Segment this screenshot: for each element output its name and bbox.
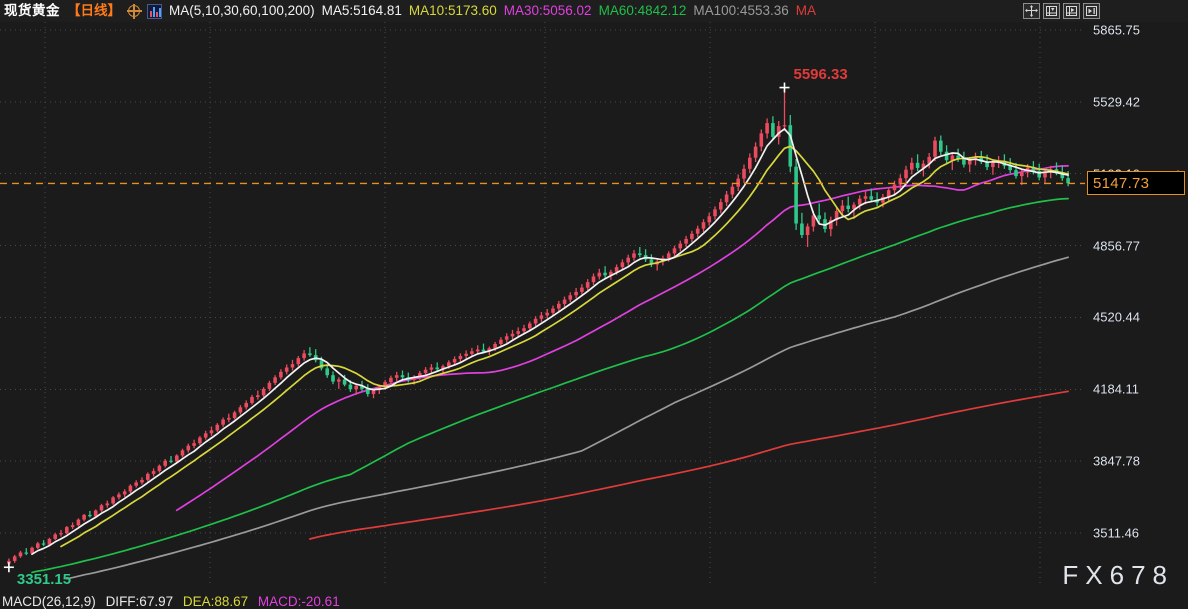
macd-name-label: MACD(26,12,9)	[2, 594, 96, 609]
price-axis-tick: 3847.78	[1093, 453, 1140, 469]
macd-indicator-strip[interactable]: MACD(26,12,9) DIFF:67.97 DEA:88.67 MACD:…	[0, 587, 1188, 609]
ma5-value: MA5:5164.81	[321, 3, 402, 18]
current-price-tag: 5147.73	[1087, 171, 1185, 196]
price-axis-tick: 5865.75	[1093, 22, 1140, 38]
period-label: 【日线】	[67, 3, 121, 19]
candles	[7, 87, 1070, 568]
price-axis-tick: 3511.46	[1093, 525, 1140, 541]
symbol-label: 现货黄金	[4, 3, 60, 19]
scale-right-button[interactable]	[1063, 3, 1080, 19]
ma10-value: MA10:5173.60	[408, 3, 497, 18]
chart-header-bar: 现货黄金 【日线】 MA(5,10,30,60,100,200) MA5:516…	[0, 0, 1188, 22]
chart-toolbar	[1023, 3, 1100, 19]
macd-diff-label: DIFF:67.97	[105, 594, 174, 609]
scale-left-button[interactable]	[1043, 3, 1060, 19]
shift-right-button[interactable]	[1083, 3, 1100, 19]
macd-legend: MACD(26,12,9) DIFF:67.97 DEA:88.67 MACD:…	[2, 594, 346, 609]
price-axis[interactable]: 5865.755529.425193.104856.774520.444184.…	[1085, 22, 1188, 587]
price-axis-tick: 4184.11	[1093, 381, 1140, 397]
fx678-watermark: FX678	[1062, 560, 1174, 590]
macd-dea-label: DEA:88.67	[182, 594, 249, 609]
price-axis-tick: 4520.44	[1093, 309, 1140, 325]
ma200-value: MA	[795, 3, 816, 18]
low-annotation: 3351.15	[16, 571, 72, 587]
high-annotation: 5596.33	[793, 65, 848, 83]
ma-config-label: MA(5,10,30,60,100,200)	[169, 3, 315, 18]
move-crosshair-button[interactable]	[1023, 3, 1040, 19]
candlestick-canvas	[0, 22, 1085, 587]
chart-plot-area[interactable]: 5596.33 3351.15	[0, 22, 1085, 587]
price-axis-tick: 5529.42	[1093, 94, 1140, 110]
price-axis-tick: 4856.77	[1093, 238, 1140, 254]
crosshair-circle-icon[interactable]	[126, 3, 142, 19]
ma60-value: MA60:4842.12	[598, 3, 687, 18]
ma100-value: MA100:4553.36	[693, 3, 789, 18]
mini-chart-icon[interactable]	[147, 3, 162, 19]
ma30-value: MA30:5056.02	[503, 3, 592, 18]
macd-macd-label: MACD:-20.61	[257, 594, 340, 609]
